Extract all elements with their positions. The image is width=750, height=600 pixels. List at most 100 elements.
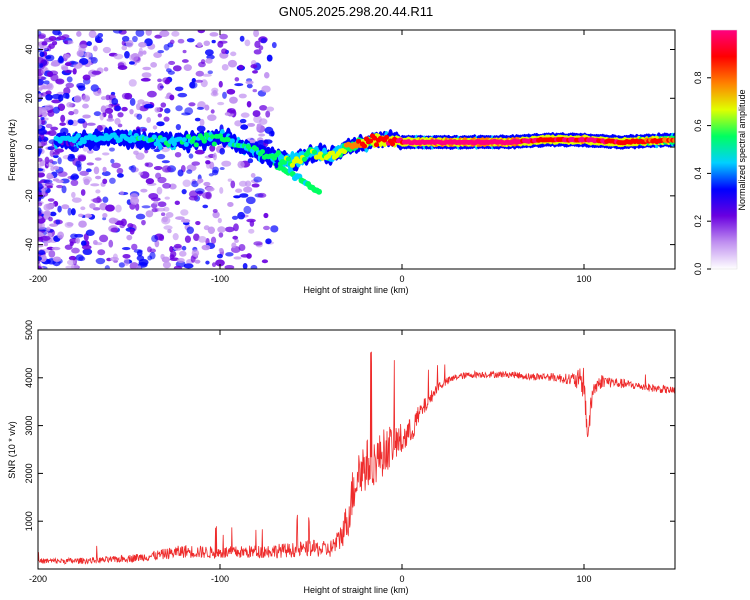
spectrogram-speckle	[207, 226, 216, 235]
spectrogram-ridge-blob	[169, 137, 175, 143]
spectrogram-speckle	[48, 216, 53, 222]
spectrogram-y-label: Frequency (Hz)	[7, 119, 17, 181]
spectrogram-speckle	[156, 186, 163, 195]
spectrogram-speckle	[219, 147, 225, 155]
spectrogram-speckle	[67, 207, 72, 216]
spectrogram-speckle	[188, 102, 196, 107]
spectrogram-speckle	[211, 39, 216, 44]
spectrogram-x-ticks: -200 -100 0 100	[29, 30, 592, 284]
spectrogram-speckle	[38, 250, 46, 256]
spectrogram-speckle	[266, 54, 273, 62]
spectrogram-speckle	[194, 117, 201, 122]
spectrogram-speckle	[45, 55, 52, 60]
spectrogram-speckle	[219, 167, 225, 171]
spectrogram-speckle	[234, 238, 239, 244]
spectrogram-speckle	[102, 152, 110, 156]
spectrogram-speckle	[132, 35, 138, 43]
spectrogram-speckle	[203, 40, 211, 47]
spectrogram-speckle	[165, 211, 174, 218]
spectrogram-speckle	[49, 149, 55, 157]
spectrogram-speckle	[154, 34, 163, 39]
spectrogram-speckle	[92, 197, 103, 204]
spectrogram-speckle	[156, 153, 166, 160]
spectrogram-speckle	[51, 93, 62, 100]
spectrogram-speckle	[163, 206, 170, 212]
spectrogram-speckle	[93, 111, 102, 117]
spectrogram-speckle	[84, 51, 92, 58]
spectrogram-speckle	[93, 166, 100, 175]
colorbar-tick-label: 0.0	[693, 263, 703, 276]
spectrogram-speckle	[38, 34, 46, 39]
spectrogram-speckle	[80, 206, 86, 211]
spectrogram-speckle	[95, 189, 101, 194]
spectrogram-speckle	[78, 44, 88, 49]
spectrogram-speckle	[64, 69, 73, 74]
spectrogram-ridge-blob	[371, 135, 378, 141]
spectrogram-speckle	[195, 188, 205, 194]
spectrogram-speckle	[234, 77, 240, 82]
spectrogram-speckle	[238, 93, 247, 99]
snr-x-tick-label: -200	[29, 574, 47, 584]
spectrogram-speckle	[258, 133, 266, 137]
snr-y-tick-label: 4000	[24, 368, 34, 388]
spectrogram-ridge-blob	[171, 141, 177, 147]
spectrogram-speckle	[44, 156, 50, 165]
spectrogram-x-label: Height of straight line (km)	[303, 285, 408, 295]
spectrogram-speckle	[65, 82, 75, 89]
spectrogram-speckle	[145, 178, 155, 185]
spectrogram-ridge-blob	[285, 156, 292, 162]
spectrogram-speckle	[253, 176, 263, 183]
spectrogram-speckle	[41, 188, 46, 196]
spectrogram-speckle	[181, 59, 189, 63]
spectrogram-speckle	[163, 225, 173, 230]
spectrogram-speckle	[117, 65, 128, 70]
spectrogram-speckle	[43, 203, 52, 212]
spectrogram-speckle	[88, 30, 97, 38]
spectrogram-speckle	[221, 160, 232, 167]
spectrogram-speckle	[110, 227, 119, 233]
spectrogram-speckle	[210, 236, 217, 244]
spectrogram-speckle	[114, 117, 121, 125]
spectrogram-speckle	[60, 127, 69, 135]
spectrogram-speckle	[57, 157, 62, 165]
spectrogram-speckle	[129, 228, 135, 235]
spectrogram-speckle	[221, 48, 228, 54]
spectrogram-speckle	[159, 30, 170, 38]
spectrogram-speckle	[66, 102, 73, 108]
spectrogram-speckle	[207, 114, 217, 122]
spectrogram-x-tick-label: 0	[399, 274, 404, 284]
spectrogram-speckle	[38, 244, 44, 248]
spectrogram-speckle	[49, 211, 57, 217]
spectrogram-speckle	[38, 226, 46, 230]
spectrogram-speckle	[136, 113, 143, 120]
spectrogram-speckle	[86, 41, 92, 47]
spectrogram-speckle	[136, 265, 142, 269]
spectrogram-speckle	[70, 175, 75, 181]
spectrogram-speckle	[256, 123, 262, 127]
spectrogram-speckle	[82, 176, 92, 183]
spectrogram-speckle	[169, 183, 177, 190]
spectrogram-speckle	[59, 122, 67, 126]
spectrogram-ridge-blob	[672, 137, 675, 143]
spectrogram-ridge-blob	[131, 137, 137, 143]
spectrogram-speckle	[38, 118, 42, 126]
spectrogram-speckle	[233, 256, 242, 260]
spectrogram-speckle	[49, 223, 59, 227]
spectrogram-speckle	[103, 67, 109, 72]
spectrogram-speckle	[162, 261, 172, 269]
spectrogram-speckle	[174, 86, 184, 92]
spectrogram-speckle	[197, 30, 205, 34]
spectrogram-speckle	[156, 121, 165, 127]
spectrogram-speckle	[41, 41, 48, 46]
spectrogram-speckle	[246, 83, 253, 89]
snr-y-label: SNR (10 * v/v)	[7, 421, 17, 479]
spectrogram-speckle	[160, 102, 167, 108]
colorbar-label: Normalized spectral amplitude	[737, 89, 747, 210]
spectrogram-speckle	[82, 74, 91, 81]
spectrogram-speckle	[238, 243, 246, 252]
spectrogram-speckle	[77, 155, 87, 162]
spectrogram-speckle	[86, 162, 95, 166]
spectrogram-speckle	[227, 178, 233, 182]
spectrogram-speckle	[270, 225, 279, 233]
spectrogram-speckle	[38, 202, 43, 207]
